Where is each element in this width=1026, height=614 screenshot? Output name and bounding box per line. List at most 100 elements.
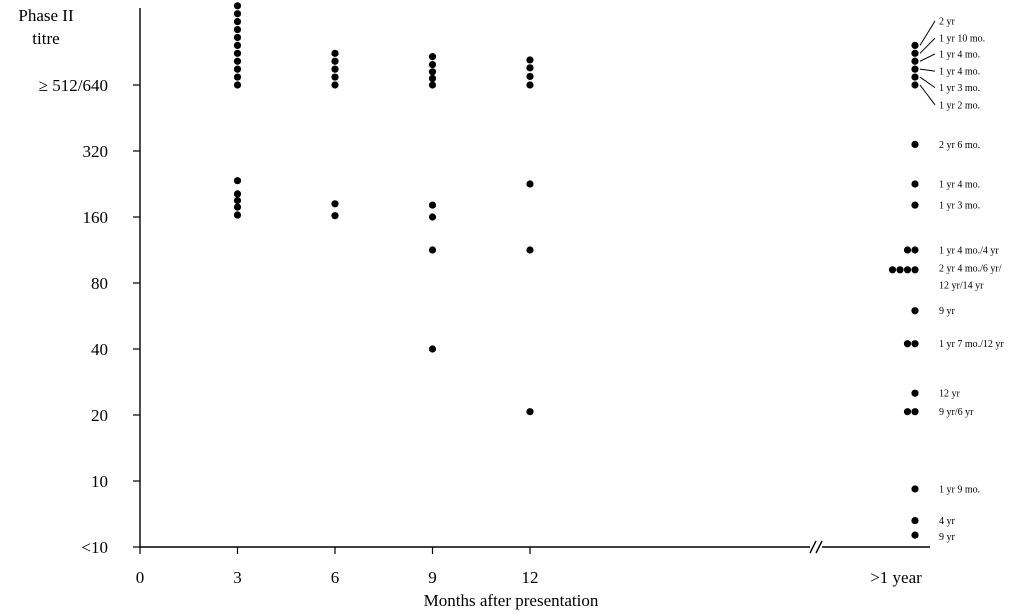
data-point <box>233 2 242 10</box>
late-data-point <box>911 389 919 397</box>
late-annotation: 12 yr/14 yr <box>939 280 984 291</box>
data-point <box>233 57 242 65</box>
y-axis-title-line: titre <box>32 29 59 48</box>
late-annotation: 1 yr 4 mo. <box>939 67 980 78</box>
data-point <box>526 180 534 188</box>
data-point <box>233 81 242 89</box>
late-annotation: 9 yr <box>939 306 956 317</box>
x-tick-label: 9 <box>428 568 437 587</box>
data-point <box>428 74 437 82</box>
data-point <box>428 53 437 61</box>
y-tick-label: 40 <box>91 340 108 359</box>
late-data-point <box>911 180 919 188</box>
late-annotation: 9 yr/6 yr <box>939 407 974 418</box>
y-tick-label: 320 <box>83 142 109 161</box>
late-data-point <box>911 485 919 493</box>
data-point <box>233 203 242 211</box>
data-point <box>428 60 437 69</box>
late-data-point <box>903 340 912 348</box>
late-data-point <box>911 65 919 73</box>
data-point <box>428 246 437 254</box>
data-point <box>428 345 437 353</box>
data-point <box>526 72 534 81</box>
data-point <box>233 49 242 57</box>
data-point <box>233 25 242 34</box>
data-point <box>233 73 242 81</box>
late-annotation: 9 yr <box>939 532 956 543</box>
data-point <box>428 68 437 76</box>
late-annotations: 2 yr 1 yr 10 mo. 1 yr 4 mo. 1 yr 4 mo. 1 yr … <box>919 16 1004 543</box>
late-data-point <box>911 340 919 348</box>
late-annotation: 1 yr 2 mo. <box>939 100 980 111</box>
late-annotation: 2 yr 6 mo. <box>939 140 980 151</box>
late-annotation: 1 yr 4 mo. <box>939 49 980 60</box>
data-point <box>233 33 242 42</box>
axis-break-mark-2 <box>815 540 823 554</box>
axis-break-mark-1 <box>809 540 817 554</box>
data-point <box>233 65 242 73</box>
late-annotation: 12 yr <box>939 389 961 400</box>
data-point <box>233 10 242 18</box>
y-tick-label: 80 <box>91 274 108 293</box>
data-point <box>233 18 242 26</box>
x-tick-label: 6 <box>331 568 340 587</box>
data-points <box>233 2 534 416</box>
late-annotation: 1 yr 3 mo. <box>939 83 980 94</box>
late-data-point <box>911 246 919 254</box>
data-point <box>233 211 242 219</box>
y-axis-title: Phase II titre <box>18 6 74 48</box>
late-data-point <box>911 266 919 274</box>
late-annotation: 1 yr 3 mo. <box>939 201 980 212</box>
late-data-point <box>911 307 919 315</box>
late-data-point <box>911 41 919 50</box>
annotation-leader <box>919 68 936 72</box>
data-point <box>331 65 339 73</box>
y-tick-label: 10 <box>91 472 108 491</box>
data-point <box>428 201 437 209</box>
x-tick-label: 12 <box>522 568 539 587</box>
x-tick-label: 0 <box>136 568 145 587</box>
data-point <box>331 81 339 89</box>
data-point <box>233 177 242 185</box>
late-data-point <box>903 266 912 274</box>
data-point <box>428 81 437 89</box>
late-annotation: 1 yr 4 mo./4 yr <box>939 246 999 257</box>
y-tick-label: <10 <box>81 538 108 557</box>
axes <box>139 8 930 554</box>
late-data-point <box>888 266 897 274</box>
x-axis-ticks: 0 3 6 9 12 >1 year <box>136 547 922 587</box>
late-data-point <box>911 81 919 89</box>
late-data-point <box>911 49 919 57</box>
y-tick-label: 160 <box>83 208 109 227</box>
data-point <box>428 213 437 221</box>
late-annotation: 1 yr 7 mo./12 yr <box>939 339 1004 350</box>
data-point <box>526 246 534 254</box>
late-annotation: 1 yr 10 mo. <box>939 34 985 45</box>
late-data-point <box>911 408 919 416</box>
y-tick-label: 20 <box>91 406 108 425</box>
x-tick-label: 3 <box>233 568 242 587</box>
late-data-point <box>911 140 919 148</box>
data-point <box>331 49 339 57</box>
late-data-point <box>903 408 912 416</box>
late-annotation: 1 yr 4 mo. <box>939 180 980 191</box>
data-point <box>526 64 534 72</box>
annotation-leader <box>919 84 936 106</box>
data-point <box>233 190 242 198</box>
late-data-point <box>896 266 904 274</box>
data-point <box>331 212 339 220</box>
late-data-point <box>911 517 919 525</box>
y-axis-ticks: <10 10 20 40 80 160 320 ≥ 512/640 <box>39 76 140 557</box>
data-point <box>526 56 534 64</box>
late-data-point <box>911 201 919 209</box>
late-annotation: 1 yr 9 mo. <box>939 484 980 495</box>
annotation-leader <box>919 20 936 46</box>
late-data-point <box>911 73 919 81</box>
data-point <box>233 196 242 205</box>
data-point <box>331 73 339 81</box>
late-data-point <box>911 531 919 539</box>
late-annotation: 2 yr <box>939 16 956 27</box>
late-data-points <box>888 41 919 539</box>
data-point <box>233 41 242 50</box>
